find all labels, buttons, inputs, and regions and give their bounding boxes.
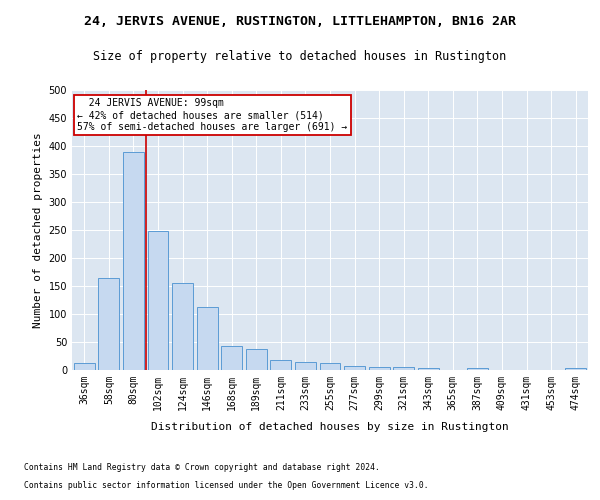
Bar: [197, 306, 218, 370]
Text: Distribution of detached houses by size in Rustington: Distribution of detached houses by size …: [151, 422, 509, 432]
Text: 24, JERVIS AVENUE, RUSTINGTON, LITTLEHAMPTON, BN16 2AR: 24, JERVIS AVENUE, RUSTINGTON, LITTLEHAM…: [84, 15, 516, 28]
Text: Size of property relative to detached houses in Rustington: Size of property relative to detached ho…: [94, 50, 506, 63]
Bar: [148, 231, 169, 370]
Text: Contains public sector information licensed under the Open Government Licence v3: Contains public sector information licen…: [24, 481, 428, 490]
Bar: [467, 368, 488, 370]
Bar: [98, 278, 119, 370]
Bar: [271, 360, 292, 370]
Bar: [246, 348, 267, 370]
Bar: [565, 368, 586, 370]
Text: 24 JERVIS AVENUE: 99sqm
← 42% of detached houses are smaller (514)
57% of semi-d: 24 JERVIS AVENUE: 99sqm ← 42% of detache…: [77, 98, 347, 132]
Bar: [344, 366, 365, 370]
Bar: [393, 367, 414, 370]
Bar: [368, 366, 389, 370]
Y-axis label: Number of detached properties: Number of detached properties: [33, 132, 43, 328]
Bar: [123, 152, 144, 370]
Bar: [295, 362, 316, 370]
Bar: [221, 346, 242, 370]
Text: Contains HM Land Registry data © Crown copyright and database right 2024.: Contains HM Land Registry data © Crown c…: [24, 464, 380, 472]
Bar: [172, 283, 193, 370]
Bar: [320, 362, 340, 370]
Bar: [74, 364, 95, 370]
Bar: [418, 368, 439, 370]
